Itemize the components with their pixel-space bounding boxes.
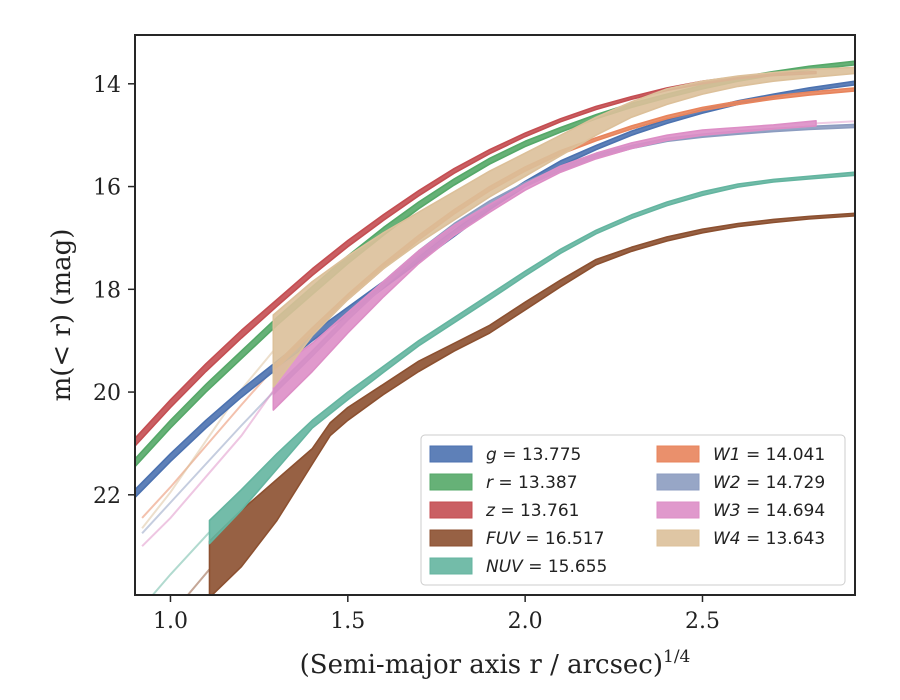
series-NUV-faint-line [151,531,211,595]
faint-curves-layer [141,120,855,595]
legend: g = 13.775 r = 13.387 z = 13.761 FUV = 16.5… [420,434,846,586]
legend-swatch-W3 [656,501,700,519]
series-FUV-faint-line [186,568,211,595]
legend-swatch-W4 [656,529,700,547]
legend-box [420,434,846,586]
legend-label-W2: W2 = 14.729 [713,473,825,493]
legend-label-W3: W3 = 14.694 [713,501,825,521]
legend-label-W4: W4 = 13.643 [713,529,825,549]
y-tick-label: 20 [93,381,121,406]
y-tick-label: 18 [93,278,121,303]
series-z-band [135,70,817,447]
x-axis-label-exponent: 1/4 [663,647,690,667]
series-r-band [135,60,855,468]
plot-frame [134,34,856,596]
series-W3-band [272,120,817,411]
series-W3-faint-tail [815,120,855,125]
x-axis-label: (Semi-major axis r / arcsec)1/4 [300,647,691,680]
legend-label-NUV: NUV = 15.655 [486,557,607,577]
series-W1-faint-line [141,368,275,519]
legend-label-z: z = 13.761 [485,501,579,521]
series-W4-faint-line [141,350,275,529]
x-tick-label: 2.0 [508,609,543,634]
legend-swatch-NUV [429,557,473,575]
series-W2-faint-line [141,391,275,534]
series-W4-band [272,66,855,388]
legend-label-g: g = 13.775 [486,445,581,465]
x-tick-label: 1.5 [330,609,365,634]
plot-area [135,60,855,595]
y-tick-label: 22 [93,484,121,509]
y-axis-ticks: 14 16 18 20 22 [93,73,135,509]
legend-swatch-z [429,501,473,519]
x-axis-ticks: 1.0 1.5 2.0 2.5 [153,595,720,634]
legend-swatch-r [429,473,473,491]
legend-swatch-FUV [429,529,473,547]
y-axis-label: m(< r) (mag) [47,229,77,402]
series-W3-faint-line [141,390,275,547]
y-tick-label: 16 [93,176,121,201]
legend-label-r: r = 13.387 [486,473,578,493]
series-FUV-band [208,212,855,595]
legend-swatch-W2 [656,473,700,491]
legend-label-FUV: FUV = 16.517 [486,529,604,549]
x-tick-label: 2.5 [685,609,720,634]
series-NUV-band [208,171,855,545]
legend-label-W1: W1 = 14.041 [713,445,825,465]
bands-layer [135,60,855,595]
legend-swatch-W1 [656,445,700,463]
y-tick-label: 14 [93,73,121,98]
x-tick-label: 1.0 [153,609,188,634]
legend-swatch-g [429,445,473,463]
